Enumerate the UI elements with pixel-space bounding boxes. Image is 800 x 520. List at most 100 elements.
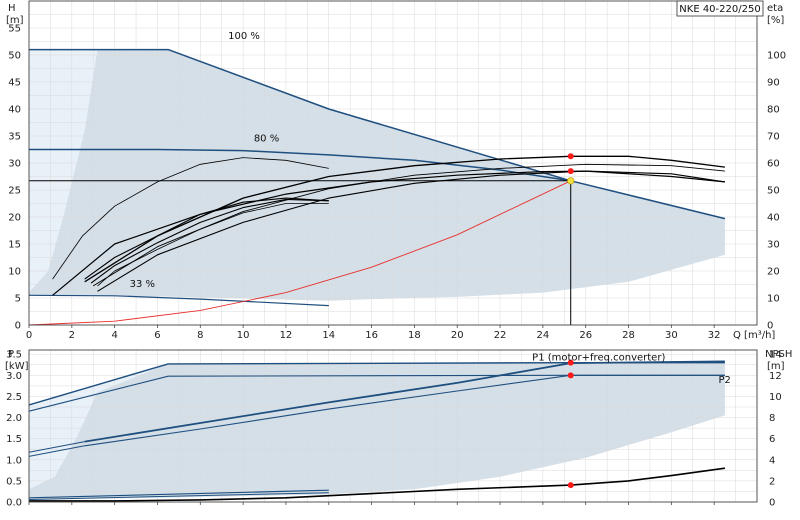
bottom-series-5 [28, 445, 85, 457]
top-xtick-label-12: 24 [537, 330, 550, 341]
top-ytick-left-10: 50 [8, 51, 21, 62]
top-ylabel-right-symbol: eta [767, 3, 783, 14]
power-npsh-panel: P1 (motor+freq.converter)P20.00.51.01.52… [6, 349, 782, 509]
top-marker-1 [567, 168, 574, 175]
bottom-ytick-right-5: 10 [769, 392, 782, 403]
top-series-4 [28, 180, 571, 326]
bottom-ylabel-left-unit: [kW] [5, 361, 29, 372]
top-ytick-right-4: 40 [767, 213, 780, 224]
bottom-ytick-left-7: 3.5 [6, 350, 22, 361]
top-series-2 [28, 294, 329, 307]
top-series-1 [29, 148, 571, 182]
panel-labels: H [m] eta [%] Q [m³/h] P [kW] NPSH [m] [5, 3, 792, 372]
bottom-ytick-right-3: 6 [769, 434, 775, 445]
top-ytick-right-5: 50 [767, 186, 780, 197]
bottom-ytick-left-1: 0.5 [6, 476, 22, 487]
top-ytick-left-7: 35 [8, 132, 21, 143]
bottom-marker-1 [567, 372, 574, 379]
top-ytick-left-6: 30 [8, 159, 21, 170]
top-xtick-label-3: 6 [154, 330, 160, 341]
bottom-ytick-right-4: 8 [769, 413, 775, 424]
top-xtick-label-13: 26 [579, 330, 592, 341]
bottom-series-7 [28, 492, 329, 500]
top-xtick-label-6: 12 [280, 330, 293, 341]
top-xtick-label-4: 8 [197, 330, 203, 341]
top-ytick-right-7: 70 [767, 132, 780, 143]
head-efficiency-panel: 100 %80 %33 %0 2 4 6 8 10 12 14 16 18 20 22 24 26 28 30… [8, 0, 786, 341]
top-ytick-left-9: 45 [8, 78, 21, 89]
bottom-ylabel-left-symbol: P [8, 349, 14, 360]
bottom-ytick-right-6: 12 [769, 371, 782, 382]
top-xtick-label-8: 16 [365, 330, 378, 341]
bottom-ytick-left-2: 1.0 [6, 455, 22, 466]
operating-point-marker [567, 177, 575, 185]
top-ytick-left-1: 5 [15, 294, 21, 305]
bottom-marker-0 [567, 359, 574, 366]
top-xtick-label-7: 14 [322, 330, 335, 341]
top-xtick-label-0: 0 [26, 330, 32, 341]
top-ytick-right-2: 20 [767, 267, 780, 278]
top-ytick-left-8: 40 [8, 105, 21, 116]
bottom-ytick-left-5: 2.5 [6, 392, 22, 403]
top-series-0 [29, 48, 726, 220]
top-xtick-label-10: 20 [451, 330, 464, 341]
top-ytick-right-9: 90 [767, 78, 780, 89]
bottom-ytick-right-7: 14 [769, 350, 782, 361]
top-series-11 [52, 170, 725, 296]
top-ytick-right-0: 0 [767, 321, 773, 332]
top-ytick-left-4: 20 [8, 213, 21, 224]
top-xtick-label-1: 2 [69, 330, 75, 341]
top-xtick-label-2: 4 [111, 330, 117, 341]
top-ytick-right-10: 100 [767, 51, 786, 62]
top-curve-label-2: 33 % [130, 279, 155, 290]
chart-title: NKE 40-220/250 [679, 4, 760, 15]
bottom-ytick-right-2: 4 [769, 455, 775, 466]
bottom-series-label-0: P1 (motor+freq.converter) [532, 353, 665, 364]
bottom-ytick-right-1: 2 [769, 476, 775, 487]
top-xlabel: Q [m³/h] [733, 330, 775, 341]
top-series-7 [90, 198, 329, 284]
bottom-series-3 [84, 374, 725, 447]
top-xtick-label-11: 22 [494, 330, 507, 341]
bottom-ytick-left-6: 3.0 [6, 371, 22, 382]
top-frame [28, 0, 758, 326]
top-curve-label-0: 100 % [228, 31, 260, 42]
top-ylabel-right-unit: [%] [767, 15, 784, 26]
bottom-ylabel-right-unit: [m] [767, 361, 785, 372]
top-ytick-right-6: 60 [767, 159, 780, 170]
bottom-series-4 [28, 441, 85, 453]
bottom-operating-envelope [29, 362, 725, 500]
top-series-5 [52, 157, 329, 280]
top-ytick-right-1: 10 [767, 294, 780, 305]
top-ytick-left-11: 55 [8, 24, 21, 35]
top-ytick-right-3: 30 [767, 240, 780, 251]
top-ytick-left-2: 10 [8, 267, 21, 278]
bottom-ytick-left-3: 1.5 [6, 434, 22, 445]
bottom-ylabel-right-symbol: NPSH [765, 349, 792, 360]
top-xtick-label-9: 18 [408, 330, 421, 341]
top-ytick-left-5: 25 [8, 186, 21, 197]
top-series-9 [97, 170, 725, 292]
bottom-series-label-1: P2 [718, 375, 730, 386]
top-ytick-left-3: 15 [8, 240, 21, 251]
bottom-ytick-right-0: 0 [769, 498, 775, 509]
bottom-frame [28, 349, 758, 503]
top-xtick-label-16: 32 [708, 330, 721, 341]
top-xtick-label-5: 10 [237, 330, 250, 341]
bottom-ytick-left-4: 2.0 [6, 413, 22, 424]
top-series-12 [84, 155, 725, 283]
top-xtick-label-14: 28 [622, 330, 635, 341]
bottom-series-6 [28, 489, 329, 499]
top-curve-label-1: 80 % [254, 133, 279, 144]
top-ytick-right-8: 80 [767, 105, 780, 116]
bottom-series-2 [84, 360, 725, 443]
top-ylabel-left-unit: [m] [6, 15, 24, 26]
bottom-ytick-left-0: 0.0 [6, 498, 22, 509]
top-ylabel-left-symbol: H [8, 3, 16, 14]
top-series-10 [92, 163, 725, 287]
top-marker-0 [567, 153, 574, 160]
top-ytick-left-0: 0 [15, 321, 21, 332]
top-low-flow-region [29, 49, 98, 293]
